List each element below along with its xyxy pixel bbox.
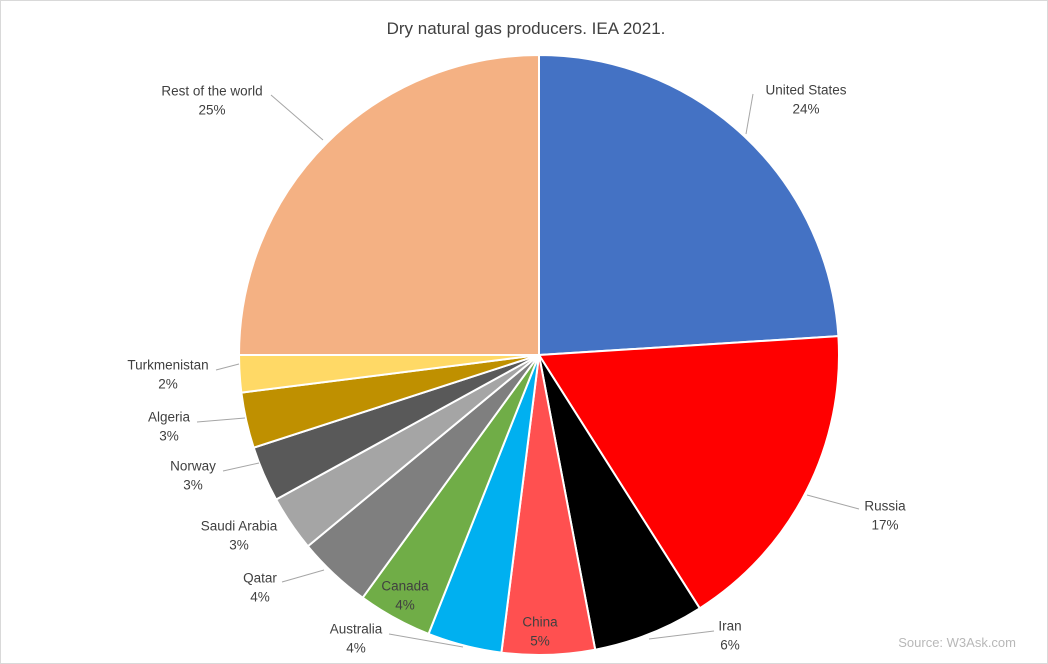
- leader-line-qatar: [281, 569, 325, 583]
- slice-value-rest-of-the-world: 25%: [198, 103, 225, 118]
- slice-value-united-states: 24%: [792, 102, 819, 117]
- pie-slices: [238, 54, 840, 656]
- slice-value-norway: 3%: [183, 478, 203, 493]
- slice-label-united-states: United States: [765, 83, 846, 98]
- slice-label-saudi-arabia: Saudi Arabia: [201, 519, 278, 534]
- leader-line-algeria: [196, 417, 246, 423]
- slice-value-qatar: 4%: [250, 590, 270, 605]
- chart-title: Dry natural gas producers. IEA 2021.: [387, 19, 666, 38]
- slice-label-algeria: Algeria: [148, 410, 191, 425]
- leader-lines: [196, 93, 860, 648]
- leader-line-iran: [648, 630, 715, 640]
- slice-label-canada: Canada: [381, 579, 429, 594]
- leader-line-russia: [806, 494, 860, 510]
- slice-labels: United States 24% Russia 17% Iran 6% China 5% Au…: [127, 83, 906, 656]
- slice-label-qatar: Qatar: [243, 571, 277, 586]
- slice-label-russia: Russia: [864, 499, 906, 514]
- slice-label-australia: Australia: [330, 622, 383, 637]
- leader-line-norway: [222, 462, 260, 472]
- slice-united-states: [538, 54, 840, 356]
- slice-value-china: 5%: [530, 634, 550, 649]
- source-note: Source: W3Ask.com: [898, 635, 1016, 650]
- slice-russia: [538, 335, 840, 610]
- leader-line-australia: [388, 633, 464, 648]
- leader-line-united-states: [745, 93, 754, 135]
- leader-line-rest-of-the-world: [270, 94, 324, 141]
- slice-label-turkmenistan: Turkmenistan: [127, 358, 208, 373]
- slice-label-norway: Norway: [170, 459, 216, 474]
- slice-value-algeria: 3%: [159, 429, 179, 444]
- slice-rest-of-the-world: [238, 54, 540, 356]
- slice-value-saudi-arabia: 3%: [229, 538, 249, 553]
- slice-value-russia: 17%: [871, 518, 898, 533]
- slice-value-iran: 6%: [720, 638, 740, 653]
- slice-value-canada: 4%: [395, 598, 415, 613]
- leader-line-turkmenistan: [215, 363, 240, 371]
- slice-label-china: China: [522, 615, 558, 630]
- slice-value-turkmenistan: 2%: [158, 377, 178, 392]
- slice-value-australia: 4%: [346, 641, 366, 656]
- slice-label-iran: Iran: [718, 619, 741, 634]
- slice-label-rest-of-the-world: Rest of the world: [161, 84, 262, 99]
